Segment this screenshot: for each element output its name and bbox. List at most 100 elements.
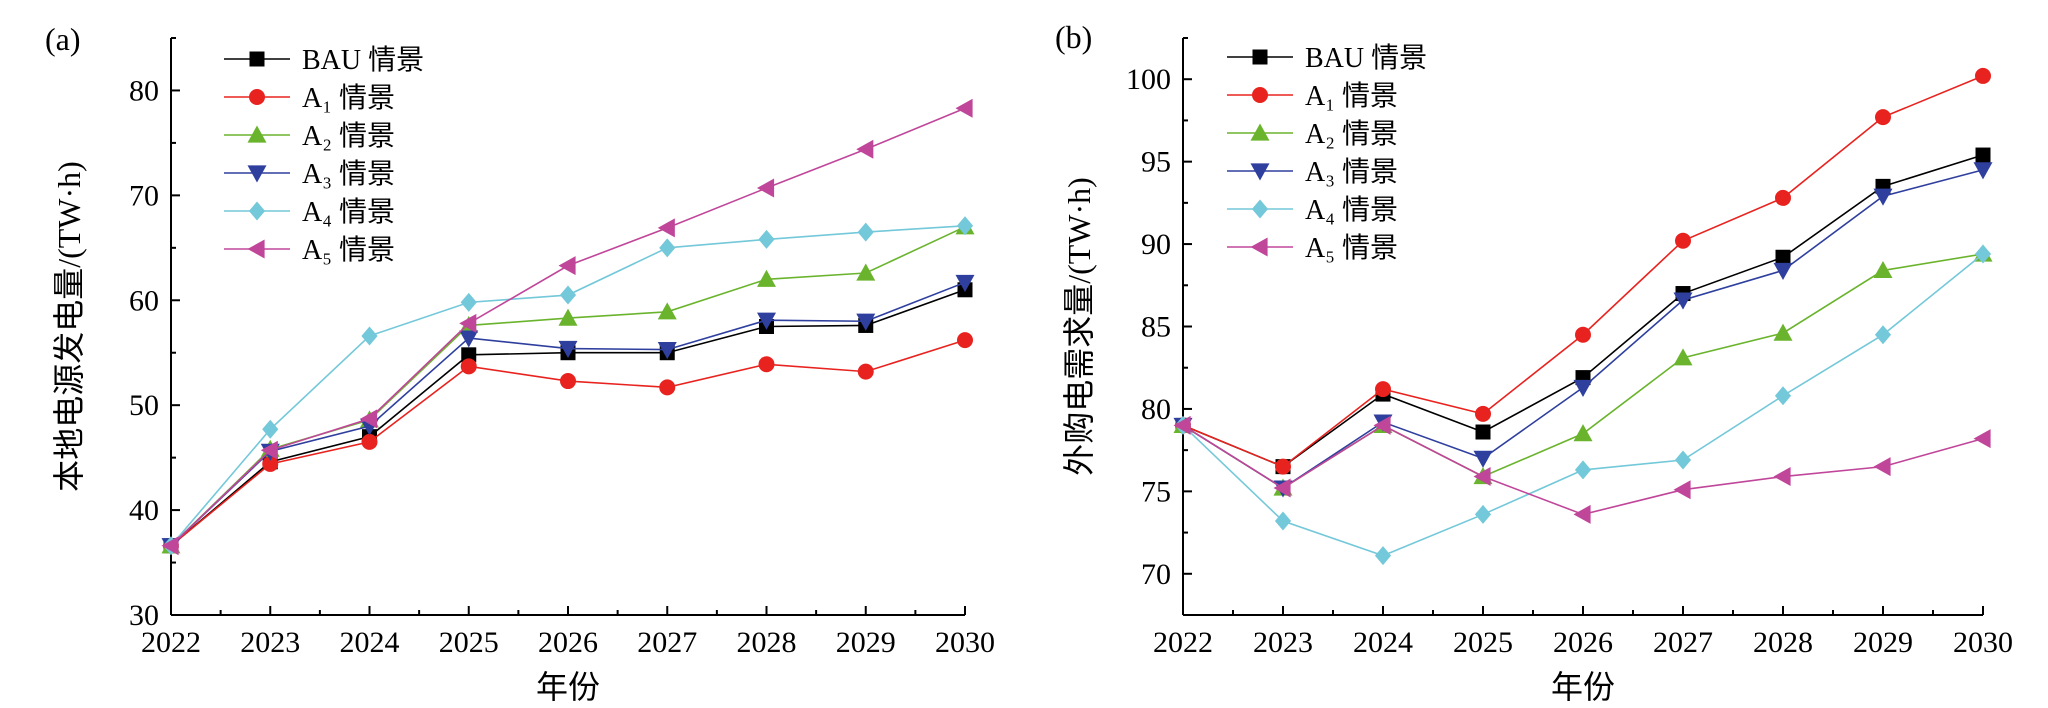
legend-entry: BAU 情景 xyxy=(224,44,424,76)
data-point xyxy=(361,326,378,346)
y-tick-label: 30 xyxy=(129,599,159,632)
y-tick-label: 60 xyxy=(129,284,159,317)
legend-marker xyxy=(1251,199,1269,219)
data-point xyxy=(1473,450,1493,468)
data-point xyxy=(260,440,278,460)
data-point xyxy=(1674,450,1692,470)
data-point xyxy=(856,313,876,331)
legend-label: A₂ 情景 xyxy=(1305,118,1398,150)
legend-label: A₂ 情景 xyxy=(302,120,395,152)
data-point xyxy=(1773,262,1793,280)
legend-entry: A₁ 情景 xyxy=(224,82,395,114)
x-tick-label: 2027 xyxy=(1653,626,1713,659)
data-point xyxy=(857,363,874,380)
data-point xyxy=(659,379,676,396)
data-point xyxy=(1675,232,1691,249)
data-point xyxy=(161,536,179,556)
data-point xyxy=(1973,162,1993,180)
data-point xyxy=(459,330,479,348)
data-point xyxy=(1475,424,1491,440)
data-point xyxy=(1573,379,1593,397)
data-point xyxy=(1873,457,1891,477)
data-point xyxy=(1475,405,1491,422)
data-point xyxy=(757,178,775,198)
data-point xyxy=(361,433,378,450)
series-2 xyxy=(1175,67,1991,475)
data-point xyxy=(1673,348,1693,366)
x-tick-label: 2022 xyxy=(1153,626,1213,659)
data-point xyxy=(1773,323,1793,341)
y-tick-label: 100 xyxy=(1126,63,1171,96)
data-point xyxy=(1573,504,1591,524)
data-point xyxy=(1774,386,1792,406)
legend-marker xyxy=(247,165,267,183)
data-point xyxy=(856,139,874,159)
data-point xyxy=(460,358,477,375)
legend-label: A₄ 情景 xyxy=(1305,194,1398,226)
legend-marker xyxy=(1252,87,1268,103)
data-point xyxy=(758,229,775,249)
data-point xyxy=(1473,467,1491,487)
x-tick-label: 2026 xyxy=(538,626,598,659)
x-tick-label: 2026 xyxy=(1553,626,1613,659)
data-point xyxy=(1975,147,1991,163)
data-point xyxy=(560,373,576,390)
data-point xyxy=(558,256,576,276)
data-point xyxy=(1274,511,1292,531)
data-point xyxy=(1974,244,1992,264)
legend-entry: A₁ 情景 xyxy=(1227,80,1398,112)
data-point xyxy=(758,356,775,373)
data-point xyxy=(460,292,477,312)
legend-marker xyxy=(249,51,265,67)
x-tick-label: 2024 xyxy=(1353,626,1413,659)
data-point xyxy=(857,222,874,242)
series-line xyxy=(170,289,966,547)
data-point xyxy=(955,274,975,292)
legend-label: BAU 情景 xyxy=(302,44,424,76)
data-point xyxy=(955,98,973,118)
data-point xyxy=(1375,381,1391,398)
data-point xyxy=(1575,326,1591,343)
data-point xyxy=(558,308,578,326)
data-point xyxy=(262,419,279,439)
x-tick-label: 2027 xyxy=(637,626,697,659)
series-5 xyxy=(1174,244,1992,566)
series-5 xyxy=(162,216,974,556)
data-point xyxy=(1773,467,1791,487)
legend-entry: A₂ 情景 xyxy=(224,120,395,152)
data-point xyxy=(1775,249,1791,265)
y-tick-label: 75 xyxy=(1141,475,1171,508)
legend-label: A₄ 情景 xyxy=(302,196,395,228)
y-tick-label: 95 xyxy=(1141,146,1171,179)
data-point xyxy=(1673,480,1691,500)
y-tick-label: 85 xyxy=(1141,311,1171,344)
legend-entry: A₅ 情景 xyxy=(1227,232,1398,264)
legend-label: A₃ 情景 xyxy=(302,158,395,190)
legend-marker xyxy=(247,125,267,143)
data-point xyxy=(757,312,776,330)
x-tick-label: 2023 xyxy=(1253,626,1313,659)
y-tick-label: 70 xyxy=(1141,558,1171,591)
data-point xyxy=(657,218,675,238)
legend-entry: BAU 情景 xyxy=(1227,42,1427,74)
y-tick-label: 70 xyxy=(129,179,159,212)
legend-entry: A₃ 情景 xyxy=(1227,156,1398,188)
series-2 xyxy=(163,332,973,554)
data-point xyxy=(1573,424,1593,442)
data-point xyxy=(461,347,477,363)
y-tick-label: 40 xyxy=(129,494,159,527)
data-point xyxy=(1374,546,1392,566)
y-axis-title: 本地电源发电量/(TW·h) xyxy=(51,161,87,492)
data-point xyxy=(1173,415,1191,435)
data-point xyxy=(657,341,677,360)
x-axis-title: 年份 xyxy=(536,669,600,705)
x-tick-label: 2030 xyxy=(1953,626,2013,659)
data-point xyxy=(1874,325,1892,345)
y-tick-label: 50 xyxy=(129,389,159,422)
data-point xyxy=(957,332,973,349)
x-axis-title: 年份 xyxy=(1551,669,1615,705)
chart-panel-b: 2022 2023 2024 2025 2026 2027 2028 2029 2030 70 75… xyxy=(1055,19,2013,705)
panel-label: (b) xyxy=(1055,19,1092,55)
x-tick-label: 2025 xyxy=(1453,626,1513,659)
